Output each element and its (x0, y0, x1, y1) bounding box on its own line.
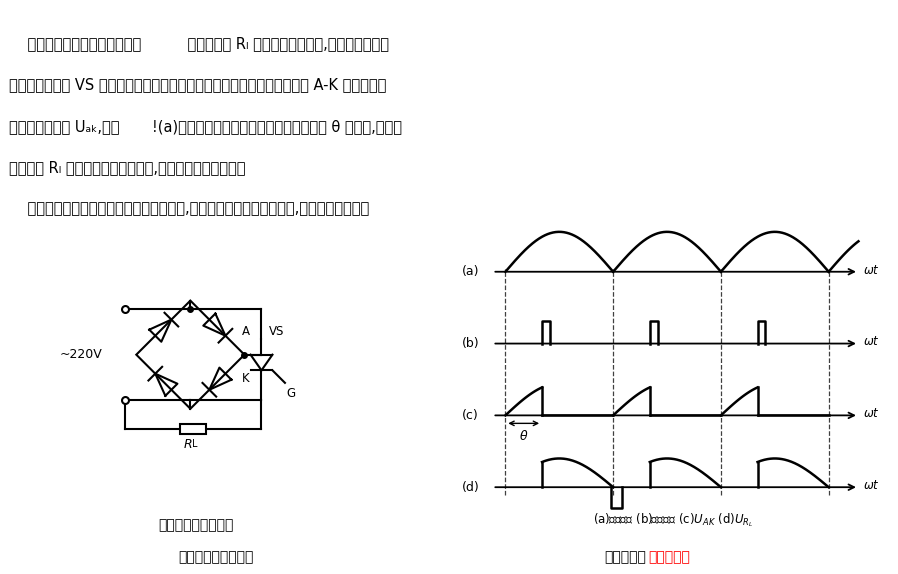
Text: (a)整流电压 (b)触发信号 (c)$U_{AK}$ (d)$U_{R_L}$: (a)整流电压 (b)触发信号 (c)$U_{AK}$ (d)$U_{R_L}$ (594, 511, 753, 529)
Text: L: L (192, 439, 198, 449)
Text: $\theta$: $\theta$ (519, 429, 528, 443)
Text: K: K (242, 372, 250, 385)
Text: R: R (183, 438, 192, 451)
Text: $\omega t$: $\omega t$ (863, 335, 880, 348)
Text: 改变负载 Rₗ 两端交流电压的有效值,达到交流调压的目的。: 改变负载 Rₗ 两端交流电压的有效值,达到交流调压的目的。 (9, 160, 245, 175)
Text: 调压波形图: 调压波形图 (648, 550, 691, 564)
Text: G: G (286, 387, 295, 400)
Text: $\omega t$: $\omega t$ (863, 479, 880, 492)
Text: $\omega t$: $\omega t$ (863, 263, 880, 277)
Text: A: A (242, 325, 250, 338)
Text: 单向晶闸管调压电路: 单向晶闸管调压电路 (158, 518, 233, 532)
Text: (b): (b) (462, 337, 480, 350)
Bar (180, 424, 206, 433)
Text: 单向晶闸管调压电路: 单向晶闸管调压电路 (178, 550, 253, 564)
Polygon shape (136, 301, 244, 409)
Text: 单向晶闸管交流调压电路如图          所示。负载 Rₗ 串接在交流回路中,流过它的电流受: 单向晶闸管交流调压电路如图 所示。负载 Rₗ 串接在交流回路中,流过它的电流受 (9, 36, 389, 51)
Text: (c): (c) (462, 409, 479, 422)
Text: (d): (d) (462, 480, 480, 494)
Text: 是单向脉动电压 Uₐₖ,如图       !(a)所示。只要我们改变单向晶闸管导通角 θ 的大小,就可以: 是单向脉动电压 Uₐₖ,如图 !(a)所示。只要我们改变单向晶闸管导通角 θ 的… (9, 119, 402, 134)
Text: $\omega t$: $\omega t$ (863, 408, 880, 420)
Text: 单向晶闸管: 单向晶闸管 (604, 550, 647, 564)
Text: VS: VS (269, 325, 284, 338)
Text: ~220V: ~220V (59, 348, 102, 361)
Text: 这种电路的优点是晶闸管不承受反向电压,可以使用反向耐压低的管子,但需要整流电路。: 这种电路的优点是晶闸管不承受反向电压,可以使用反向耐压低的管子,但需要整流电路。 (9, 201, 369, 216)
Text: 控于单向晶闸管 VS 的导通与截止。交流电压经桥式整流后加在单向晶闸管 A-K 极间的电压: 控于单向晶闸管 VS 的导通与截止。交流电压经桥式整流后加在单向晶闸管 A-K … (9, 77, 386, 92)
Text: (a): (a) (462, 265, 480, 278)
